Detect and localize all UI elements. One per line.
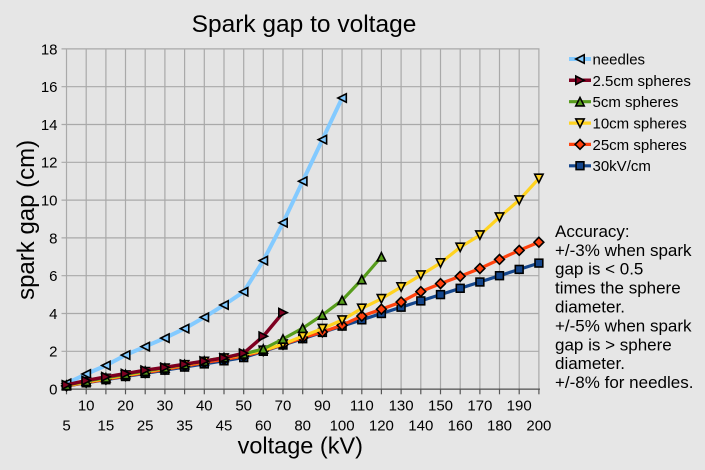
svg-text:+/-5% when spark: +/-5% when spark: [555, 316, 692, 335]
svg-text:18: 18: [41, 41, 58, 58]
svg-text:110: 110: [350, 398, 374, 415]
svg-text:25: 25: [137, 417, 154, 434]
svg-text:150: 150: [428, 398, 453, 415]
svg-text:5: 5: [62, 417, 70, 434]
svg-text:40: 40: [196, 398, 213, 415]
svg-text:80: 80: [294, 417, 311, 434]
svg-text:times the sphere: times the sphere: [555, 279, 681, 298]
svg-text:70: 70: [275, 398, 292, 415]
svg-text:170: 170: [467, 398, 492, 415]
svg-text:200: 200: [526, 417, 551, 434]
svg-text:2.5cm spheres: 2.5cm spheres: [593, 73, 691, 90]
svg-text:16: 16: [41, 79, 58, 96]
svg-text:6: 6: [49, 268, 57, 285]
svg-text:Spark gap to voltage: Spark gap to voltage: [192, 11, 417, 38]
svg-text:60: 60: [255, 417, 272, 434]
svg-text:35: 35: [176, 417, 193, 434]
svg-text:30kV/cm: 30kV/cm: [593, 158, 651, 175]
svg-text:180: 180: [487, 417, 512, 434]
svg-text:gap is < 0.5: gap is < 0.5: [555, 260, 643, 279]
svg-text:+/-8% for needles.: +/-8% for needles.: [555, 373, 693, 392]
svg-text:15: 15: [98, 417, 115, 434]
svg-text:5cm spheres: 5cm spheres: [593, 94, 679, 111]
svg-text:spark gap (cm): spark gap (cm): [13, 140, 40, 300]
svg-text:10: 10: [78, 398, 95, 415]
svg-text:100: 100: [330, 417, 355, 434]
svg-text:Accuracy:: Accuracy:: [555, 222, 630, 241]
svg-text:20: 20: [117, 398, 134, 415]
svg-text:4: 4: [49, 306, 57, 323]
svg-text:50: 50: [235, 398, 252, 415]
svg-text:0: 0: [49, 382, 57, 399]
svg-text:diameter.: diameter.: [555, 354, 625, 373]
svg-text:160: 160: [448, 417, 473, 434]
svg-text:voltage (kV): voltage (kV): [238, 433, 363, 459]
svg-text:needles: needles: [593, 51, 646, 68]
svg-text:8: 8: [49, 230, 57, 247]
svg-text:14: 14: [41, 117, 58, 134]
svg-text:30: 30: [157, 398, 174, 415]
svg-text:10cm spheres: 10cm spheres: [593, 116, 687, 133]
svg-text:10: 10: [41, 193, 58, 210]
svg-text:45: 45: [216, 417, 233, 434]
svg-text:12: 12: [41, 155, 58, 172]
svg-text:+/-3% when spark: +/-3% when spark: [555, 241, 692, 260]
svg-text:gap is > sphere: gap is > sphere: [555, 335, 672, 354]
svg-text:25cm spheres: 25cm spheres: [593, 137, 687, 154]
svg-text:diameter.: diameter.: [555, 298, 625, 317]
svg-text:130: 130: [389, 398, 414, 415]
svg-text:2: 2: [49, 344, 57, 361]
svg-text:190: 190: [507, 398, 532, 415]
svg-text:120: 120: [369, 417, 394, 434]
svg-text:140: 140: [408, 417, 433, 434]
svg-text:90: 90: [314, 398, 331, 415]
